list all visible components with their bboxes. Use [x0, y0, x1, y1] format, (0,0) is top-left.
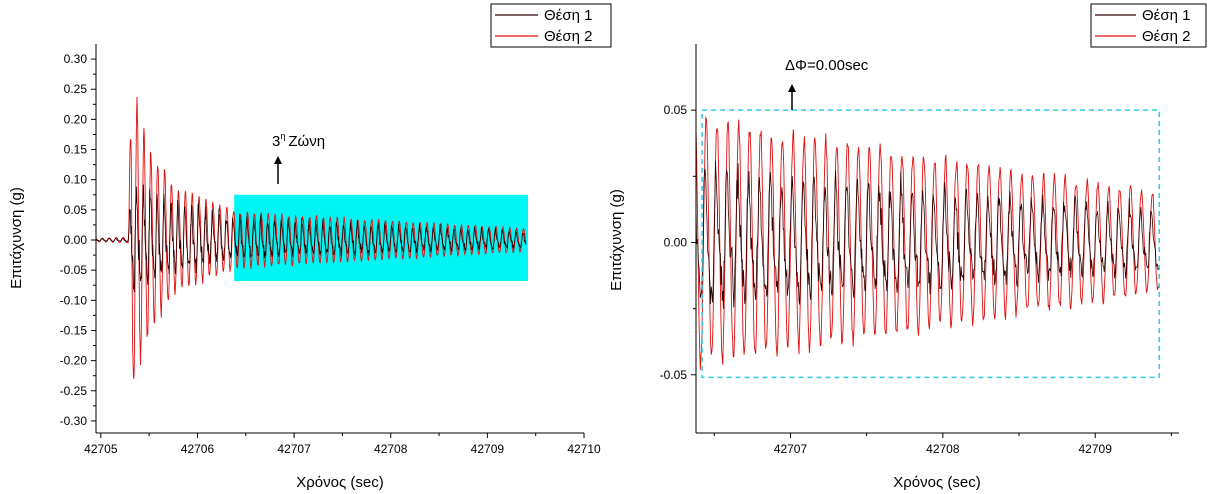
zone-annotation: 3η Ζώνη: [272, 131, 325, 184]
left-series-lines: [95, 96, 527, 379]
x-tick-label: 42706: [181, 442, 215, 456]
left-y-ticks: 0.30 0.25 0.20 0.15 0.10 0.05 0.00 -0.05 -0.10 -0…: [60, 52, 96, 428]
series-line-2: [95, 96, 527, 379]
y-tick-label: 0.10: [64, 173, 88, 187]
zone-arrow-head-icon: [274, 156, 282, 164]
right-y-axis-title: Επιτάχυνση (g): [608, 189, 625, 291]
x-tick-label: 42705: [84, 442, 118, 456]
left-y-axis-title: Επιτάχυνση (g): [8, 187, 25, 289]
series-line-1: [95, 184, 527, 293]
chart-left: 42705 42706 42707 42708 42709 42710 0.300.250…: [8, 3, 612, 491]
right-legend-box: [1090, 3, 1207, 48]
y-tick-label: 0.05: [664, 103, 688, 117]
zone-word: Ζώνη: [288, 133, 325, 150]
x-tick-label: 42707: [277, 442, 311, 456]
y-tick-label: 0.25: [64, 82, 88, 96]
right-x-axis-title: Χρόνος (sec): [893, 474, 980, 491]
left-legend-box: [490, 3, 612, 48]
right-x-ticks: 42707 42708 42709: [713, 433, 1172, 456]
y-tick-label: -0.20: [60, 354, 88, 368]
right-y-ticks: 0.05 0.00 -0.05: [660, 103, 696, 382]
zoom-box: [701, 109, 1160, 379]
left-legend-label-2: Θέση 2: [544, 28, 592, 45]
right-legend: Θέση 1 Θέση 2: [1090, 3, 1207, 48]
series-line-1: [695, 161, 1159, 309]
left-x-ticks: 42705 42706 42707 42708 42709 42710: [84, 433, 601, 456]
y-tick-label: 0.00: [64, 233, 88, 247]
right-axes: [695, 44, 1179, 434]
left-x-axis-title: Χρόνος (sec): [296, 474, 383, 491]
y-tick-label: -0.05: [60, 263, 88, 277]
y-tick-label: -0.15: [60, 323, 88, 337]
y-tick-label: -0.05: [660, 368, 688, 382]
y-tick-label: 0.20: [64, 112, 88, 126]
series-line-2: [695, 116, 1160, 370]
left-legend: Θέση 1 Θέση 2: [490, 3, 612, 48]
x-tick-label: 42708: [374, 442, 408, 456]
phase-arrow-head-icon: [788, 84, 796, 92]
y-tick-label: 0.30: [64, 52, 88, 66]
x-tick-label: 42709: [471, 442, 505, 456]
zone-label: 3η Ζώνη: [272, 131, 325, 150]
x-tick-label: 42709: [1079, 442, 1113, 456]
phase-label: ΔΦ=0.00sec: [785, 57, 869, 74]
zone-number: 3: [272, 133, 280, 150]
phase-annotation: ΔΦ=0.00sec: [785, 57, 869, 110]
zone-sup: η: [280, 131, 285, 141]
y-tick-label: 0.15: [64, 143, 88, 157]
y-tick-label: 0.05: [64, 203, 88, 217]
y-tick-label: -0.10: [60, 293, 88, 307]
chart-right: 42707 42708 42709 0.05 0.00 -0.05 Χρόνος (se…: [608, 3, 1207, 491]
x-tick-label: 42708: [926, 442, 960, 456]
y-tick-label: -0.30: [60, 414, 88, 428]
x-tick-label: 42707: [774, 442, 808, 456]
y-tick-label: 0.00: [664, 235, 688, 249]
x-tick-label: 42710: [567, 442, 601, 456]
right-legend-label-1: Θέση 1: [1142, 7, 1190, 24]
right-series-lines: [695, 116, 1160, 370]
left-axes: [95, 44, 584, 434]
y-tick-label: -0.25: [60, 384, 88, 398]
left-legend-label-1: Θέση 1: [544, 7, 592, 24]
right-legend-label-2: Θέση 2: [1142, 28, 1190, 45]
